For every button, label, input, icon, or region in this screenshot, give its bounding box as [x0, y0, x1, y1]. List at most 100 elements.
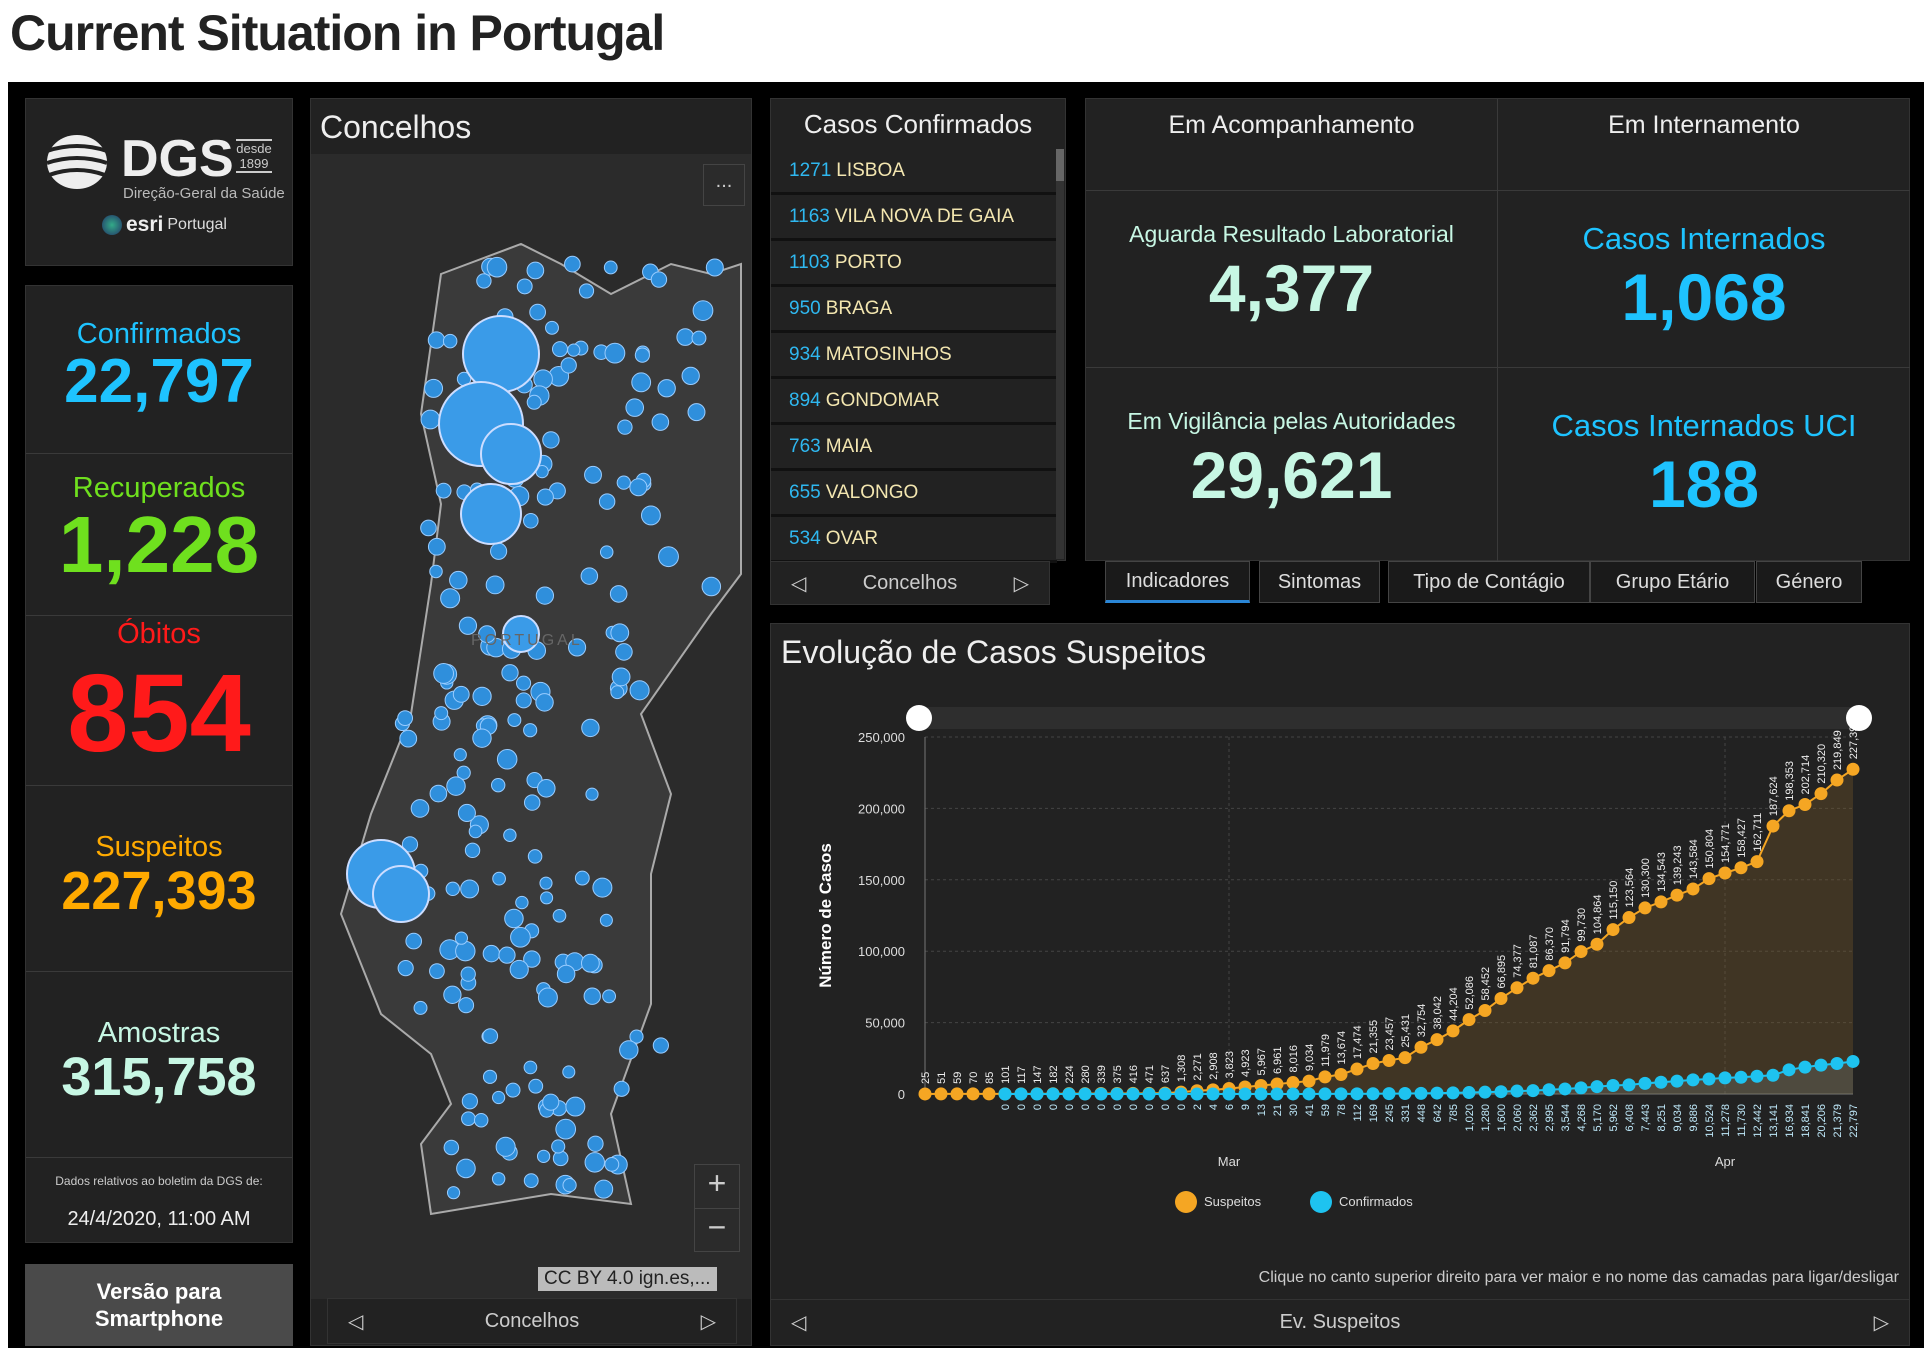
data-point[interactable] [1670, 1074, 1684, 1088]
concelho-marker[interactable] [492, 1090, 506, 1105]
data-point[interactable] [1302, 1074, 1316, 1088]
data-point[interactable] [1814, 787, 1828, 801]
concelho-marker[interactable] [625, 398, 645, 417]
concelho-marker[interactable] [629, 680, 650, 701]
data-point[interactable] [1158, 1087, 1172, 1101]
concelho-marker[interactable] [651, 413, 670, 431]
concelho-marker[interactable] [454, 931, 469, 945]
data-point[interactable] [918, 1087, 932, 1101]
concelho-marker[interactable] [599, 913, 613, 927]
concelho-marker[interactable] [429, 963, 445, 980]
data-point[interactable] [1446, 1024, 1460, 1038]
list-item[interactable]: 534 OVAR [771, 517, 1057, 563]
concelho-marker[interactable] [555, 1118, 577, 1140]
legend-label[interactable]: Confirmados [1339, 1194, 1413, 1209]
concelho-marker[interactable] [613, 1080, 630, 1097]
concelho-marker[interactable] [551, 1139, 566, 1154]
data-point[interactable] [1766, 1068, 1780, 1082]
concelho-marker[interactable] [523, 513, 539, 529]
data-point[interactable] [1686, 1073, 1700, 1087]
map-attribution[interactable]: CC BY 4.0 ign.es,... [538, 1267, 717, 1291]
concelho-marker[interactable] [456, 765, 471, 780]
concelho-marker[interactable] [443, 985, 462, 1004]
data-point[interactable] [1750, 1069, 1764, 1083]
data-point[interactable] [1366, 1057, 1380, 1071]
list-item[interactable]: 894 GONDOMAR [771, 379, 1057, 425]
data-point[interactable] [998, 1087, 1012, 1101]
data-point[interactable] [1126, 1087, 1140, 1101]
concelho-marker[interactable] [397, 710, 414, 727]
data-point[interactable] [1622, 1078, 1636, 1092]
concelho-marker[interactable] [583, 987, 601, 1005]
concelho-marker[interactable] [533, 369, 553, 390]
zoom-out-button[interactable]: − [707, 1209, 727, 1245]
data-point[interactable] [1350, 1087, 1364, 1101]
data-point[interactable] [1686, 882, 1700, 896]
data-point[interactable] [1766, 819, 1780, 833]
next-arrow-icon[interactable]: ▷ [1873, 1312, 1889, 1334]
data-point[interactable] [982, 1087, 996, 1101]
prev-arrow-icon[interactable]: ◁ [791, 1312, 807, 1334]
data-point[interactable] [1494, 1085, 1508, 1099]
data-point[interactable] [1478, 1085, 1492, 1099]
data-point[interactable] [1526, 971, 1540, 985]
concelho-marker[interactable] [424, 378, 444, 398]
concelho-marker[interactable] [446, 776, 466, 796]
concelho-marker[interactable] [410, 799, 430, 818]
concelho-marker[interactable] [523, 1173, 539, 1189]
concelho-marker[interactable] [495, 1136, 516, 1157]
data-point[interactable] [1830, 1056, 1844, 1070]
data-point[interactable] [1542, 964, 1556, 978]
concelho-marker[interactable] [598, 493, 616, 510]
data-point[interactable] [1606, 923, 1620, 937]
concelho-marker[interactable] [629, 478, 648, 497]
concelho-marker[interactable] [456, 1158, 476, 1179]
concelho-marker[interactable] [401, 836, 419, 853]
concelho-marker[interactable] [587, 1135, 604, 1152]
concelho-marker[interactable] [705, 258, 724, 277]
data-point[interactable] [1734, 1070, 1748, 1084]
data-point[interactable] [1590, 937, 1604, 951]
list-item[interactable]: 1163 VILA NOVA DE GAIA [771, 195, 1057, 241]
map-menu-button[interactable]: ... [703, 164, 745, 206]
concelho-marker[interactable] [482, 1069, 498, 1084]
data-point[interactable] [1798, 1060, 1812, 1074]
list-item[interactable]: 1271 LISBOA [771, 149, 1057, 195]
data-point[interactable] [1622, 911, 1636, 925]
concelho-marker[interactable] [562, 1065, 576, 1079]
concelho-marker[interactable] [515, 692, 532, 709]
concelho-marker[interactable] [527, 849, 543, 864]
concelho-marker[interactable] [535, 586, 555, 605]
concelho-marker[interactable] [658, 546, 679, 568]
concelho-marker[interactable] [460, 879, 480, 899]
concelho-marker[interactable] [449, 570, 468, 590]
data-point[interactable] [1222, 1087, 1236, 1101]
concelho-marker[interactable] [461, 1111, 476, 1127]
range-handle[interactable] [1846, 705, 1872, 731]
data-point[interactable] [1670, 888, 1684, 902]
concelho-marker[interactable] [473, 1112, 489, 1128]
concelho-marker[interactable] [692, 300, 714, 321]
data-point[interactable] [1702, 1072, 1716, 1086]
concelho-marker[interactable] [578, 283, 595, 299]
data-point[interactable] [1558, 956, 1572, 970]
list-item[interactable]: 655 VALONGO [771, 471, 1057, 517]
concelho-marker-large[interactable] [372, 865, 430, 923]
data-point[interactable] [1270, 1087, 1284, 1101]
concelho-marker[interactable] [619, 1040, 639, 1060]
data-point[interactable] [1286, 1087, 1300, 1101]
data-point[interactable] [1510, 1084, 1524, 1098]
portugal-map[interactable] [311, 154, 751, 1299]
legend-marker[interactable] [1310, 1191, 1332, 1213]
data-point[interactable] [1142, 1087, 1156, 1101]
concelho-marker[interactable] [420, 519, 437, 537]
concelho-marker[interactable] [523, 723, 538, 738]
list-item[interactable]: 950 BRAGA [771, 287, 1057, 333]
concelho-marker[interactable] [581, 718, 600, 738]
concelho-marker[interactable] [490, 542, 508, 560]
concelho-marker[interactable] [433, 663, 454, 684]
concelho-marker[interactable] [472, 686, 492, 706]
concelho-marker[interactable] [581, 953, 600, 973]
concelho-marker[interactable] [535, 693, 554, 712]
concelho-marker[interactable] [611, 667, 631, 687]
